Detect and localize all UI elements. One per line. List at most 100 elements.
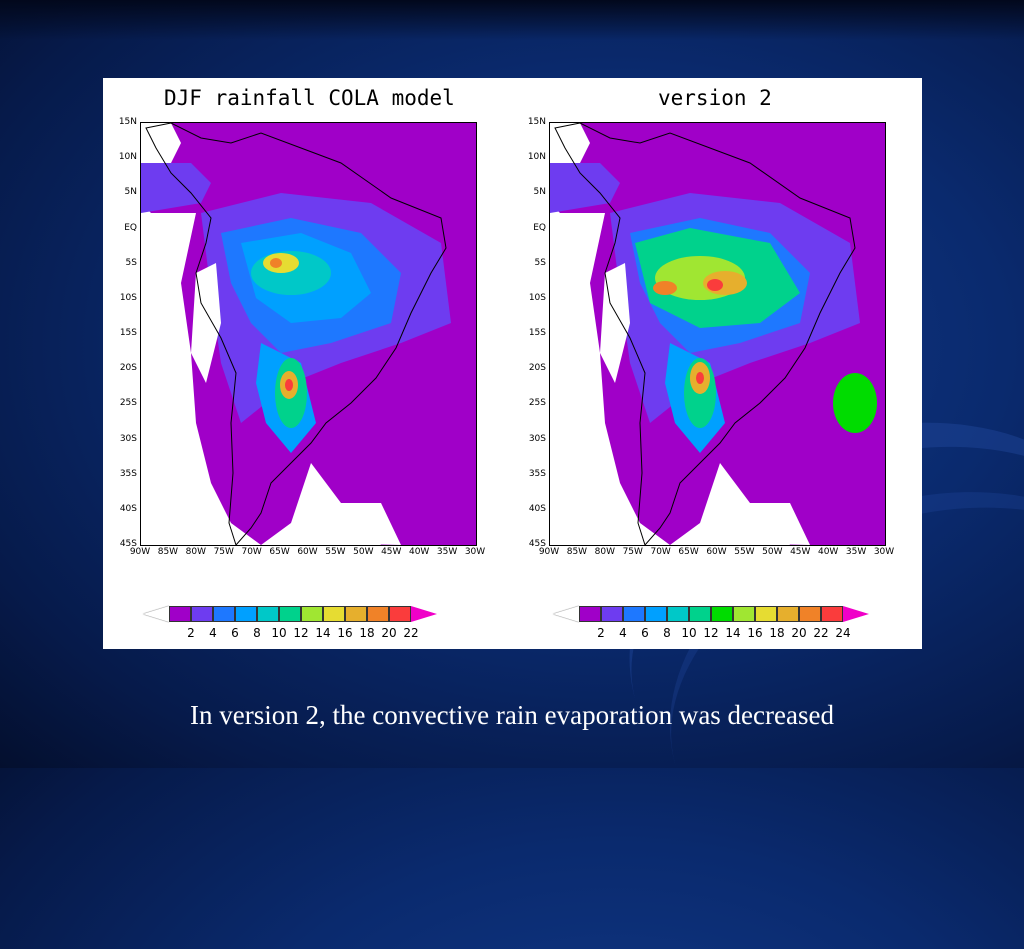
y-tick-label: 15N xyxy=(527,117,546,127)
rainfall-map-right xyxy=(550,123,885,545)
slide-top-band xyxy=(0,0,1024,40)
colorbar-cell xyxy=(279,606,301,622)
dry-region xyxy=(550,123,590,163)
x-tick-label: 90W xyxy=(129,547,151,557)
colorbar-under-triangle xyxy=(553,606,579,622)
colorbar-cell xyxy=(777,606,799,622)
x-tick-label: 85W xyxy=(157,547,179,557)
y-tick-label: 10S xyxy=(528,292,546,303)
colorbar-cell xyxy=(257,606,279,622)
x-tick-label: 70W xyxy=(650,547,671,557)
rain-region xyxy=(833,373,877,433)
colorbar-cell xyxy=(191,606,213,622)
colorbar-cell xyxy=(389,606,411,622)
y-tick-label: 20S xyxy=(119,363,137,374)
slide-caption: In version 2, the convective rain evapor… xyxy=(190,700,834,730)
x-tick-label: 75W xyxy=(622,547,643,557)
rain-region xyxy=(653,281,677,295)
y-tick-label: 45S xyxy=(119,539,137,549)
x-tick-label: 85W xyxy=(566,547,588,557)
colorbar-right: 2 4 6 8 10 12 14 16 18 20 22 24 xyxy=(553,606,883,640)
rain-region xyxy=(550,163,620,213)
rain-region xyxy=(141,163,211,213)
colorbar-label: 14 xyxy=(725,626,741,640)
x-tick-label: 75W xyxy=(213,547,234,557)
x-tick-label: 60W xyxy=(297,547,318,557)
rain-region xyxy=(707,279,723,291)
dry-region xyxy=(550,323,610,545)
map-plot-right xyxy=(549,122,886,546)
x-tick-label: 45W xyxy=(790,547,811,557)
colorbar-label: 10 xyxy=(271,626,287,640)
y-tick-label: 25S xyxy=(119,398,137,409)
x-tick-label: 80W xyxy=(185,547,206,557)
y-tick-label: 20S xyxy=(528,363,546,374)
colorbar-cell xyxy=(601,606,623,622)
colorbar-label: 22 xyxy=(403,626,419,640)
panel-title-right: version 2 xyxy=(658,86,772,110)
x-tick-label: 70W xyxy=(241,547,262,557)
colorbar-label: 12 xyxy=(703,626,719,640)
x-tick-label: 40W xyxy=(817,547,839,557)
dry-region xyxy=(191,263,221,383)
dry-region xyxy=(316,503,401,545)
x-tick-label: 35W xyxy=(436,547,458,557)
colorbar-label: 16 xyxy=(337,626,353,640)
x-tick-label: 50W xyxy=(353,547,374,557)
colorbar-label: 18 xyxy=(769,626,785,640)
colorbar-label: 8 xyxy=(663,626,671,640)
colorbar-label: 18 xyxy=(359,626,375,640)
colorbar-cell xyxy=(623,606,645,622)
colorbar-cell xyxy=(667,606,689,622)
y-tick-label: 5N xyxy=(533,187,546,198)
colorbar-over-triangle xyxy=(843,606,869,622)
colorbar-label: 2 xyxy=(187,626,195,640)
dry-region xyxy=(600,263,630,383)
colorbar-over-triangle xyxy=(411,606,437,622)
coastline xyxy=(554,123,856,545)
colorbar-label: 16 xyxy=(747,626,763,640)
y-tick-label: 40S xyxy=(119,503,137,514)
colorbar-cell xyxy=(301,606,323,622)
map-plot-left xyxy=(140,122,477,546)
y-tick-label: 30S xyxy=(528,433,546,444)
colorbar-cell xyxy=(169,606,191,622)
y-tick-label: 45S xyxy=(528,539,546,549)
y-tick-label: 10S xyxy=(119,292,137,303)
x-tick-label: 30W xyxy=(873,547,895,557)
x-tick-label: 50W xyxy=(762,547,783,557)
colorbar-label: 8 xyxy=(253,626,261,640)
colorbar-cell xyxy=(645,606,667,622)
x-tick-label: 45W xyxy=(381,547,402,557)
colorbar-label: 10 xyxy=(681,626,697,640)
colorbar-cell xyxy=(733,606,755,622)
x-tick-label: 65W xyxy=(678,547,699,557)
y-tick-label: 10N xyxy=(118,152,137,163)
colorbar-cell xyxy=(799,606,821,622)
colorbar-left: 2 4 6 8 10 12 14 16 18 20 22 xyxy=(143,606,473,640)
y-tick-label: EQ xyxy=(124,222,137,233)
colorbar-label: 6 xyxy=(641,626,649,640)
y-tick-label: 15N xyxy=(118,117,137,127)
y-tick-label: EQ xyxy=(533,222,546,233)
colorbar-cell xyxy=(579,606,601,622)
rain-region xyxy=(270,258,282,268)
colorbar-label: 22 xyxy=(813,626,829,640)
colorbar-cell xyxy=(689,606,711,622)
colorbar-label: 4 xyxy=(209,626,217,640)
colorbar-cell xyxy=(213,606,235,622)
dry-region xyxy=(141,123,181,163)
colorbar-label: 12 xyxy=(293,626,309,640)
x-tick-label: 55W xyxy=(734,547,755,557)
dry-region xyxy=(141,323,201,545)
colorbar-cell xyxy=(323,606,345,622)
rain-region xyxy=(696,372,704,384)
rain-region xyxy=(285,379,293,391)
x-tick-label: 80W xyxy=(594,547,615,557)
colorbar-label: 14 xyxy=(315,626,331,640)
y-tick-label: 5N xyxy=(124,187,137,198)
x-tick-label: 30W xyxy=(464,547,486,557)
y-tick-label: 35S xyxy=(119,468,137,479)
x-tick-label: 35W xyxy=(845,547,867,557)
panel-title-left: DJF rainfall COLA model xyxy=(164,86,455,110)
